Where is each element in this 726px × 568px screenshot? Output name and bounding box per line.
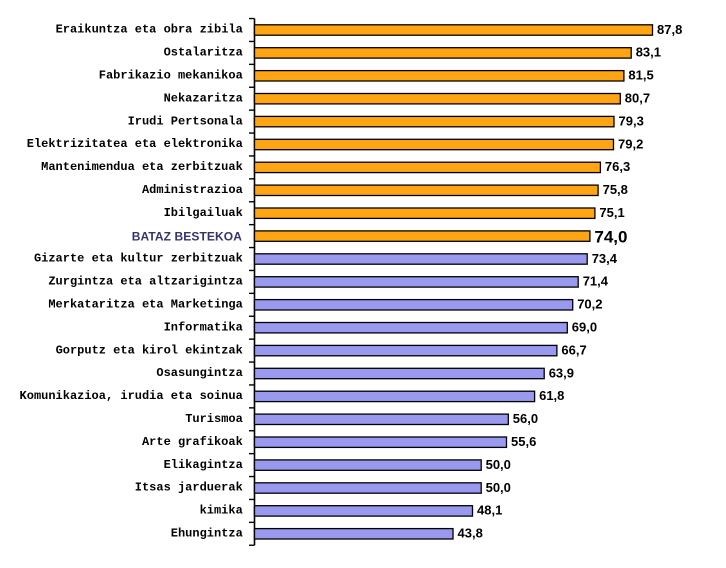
svg-text:Komunikazioa, irudia eta soinu: Komunikazioa, irudia eta soinua <box>20 389 243 403</box>
svg-text:Zurgintza eta altzarigintza: Zurgintza eta altzarigintza <box>48 275 242 289</box>
svg-text:66,7: 66,7 <box>561 342 586 357</box>
svg-text:75,8: 75,8 <box>603 182 628 197</box>
svg-text:Fabrikazio mekanikoa: Fabrikazio mekanikoa <box>99 69 243 83</box>
svg-text:79,2: 79,2 <box>618 136 643 151</box>
svg-text:48,1: 48,1 <box>477 503 502 518</box>
svg-text:61,8: 61,8 <box>539 388 564 403</box>
svg-text:Nekazaritza: Nekazaritza <box>164 91 243 105</box>
svg-text:kimika: kimika <box>200 504 243 518</box>
svg-text:Turismoa: Turismoa <box>185 412 243 426</box>
svg-text:56,0: 56,0 <box>513 411 538 426</box>
svg-text:69,0: 69,0 <box>572 320 597 335</box>
svg-text:BATAZ BESTEKOA: BATAZ BESTEKOA <box>132 230 243 244</box>
svg-text:Ostalaritza: Ostalaritza <box>164 46 243 60</box>
svg-text:71,4: 71,4 <box>583 274 609 289</box>
svg-text:Merkataritza eta Marketinga: Merkataritza eta Marketinga <box>48 298 242 312</box>
svg-text:Ibilgailuak: Ibilgailuak <box>164 206 243 220</box>
svg-text:70,2: 70,2 <box>577 297 602 312</box>
svg-text:50,0: 50,0 <box>486 480 511 495</box>
svg-text:87,8: 87,8 <box>657 22 682 37</box>
svg-text:63,9: 63,9 <box>549 365 574 380</box>
svg-text:81,5: 81,5 <box>628 68 653 83</box>
svg-text:Osasungintza: Osasungintza <box>156 366 242 380</box>
svg-text:73,4: 73,4 <box>592 251 618 266</box>
svg-text:Gizarte eta kultur zerbitzuak: Gizarte eta kultur zerbitzuak <box>34 252 243 266</box>
svg-text:75,1: 75,1 <box>599 205 624 220</box>
svg-text:Administrazioa: Administrazioa <box>142 183 243 197</box>
svg-text:Eraikuntza eta obra zibila: Eraikuntza eta obra zibila <box>56 23 243 37</box>
svg-text:Gorputz eta kirol ekintzak: Gorputz eta kirol ekintzak <box>56 343 243 357</box>
svg-text:Irudi Pertsonala: Irudi Pertsonala <box>128 114 243 128</box>
svg-text:50,0: 50,0 <box>486 457 511 472</box>
svg-text:Ehungintza: Ehungintza <box>171 527 243 541</box>
svg-text:55,6: 55,6 <box>511 434 536 449</box>
svg-text:Mantenimendua eta zerbitzuak: Mantenimendua eta zerbitzuak <box>41 160 243 174</box>
svg-text:43,8: 43,8 <box>458 526 483 541</box>
svg-text:Arte grafikoak: Arte grafikoak <box>142 435 243 449</box>
svg-text:74,0: 74,0 <box>594 228 627 247</box>
svg-text:83,1: 83,1 <box>636 45 661 60</box>
svg-text:79,3: 79,3 <box>619 113 644 128</box>
svg-text:Itsas jarduerak: Itsas jarduerak <box>135 481 243 495</box>
svg-text:Elikagintza: Elikagintza <box>164 458 243 472</box>
svg-text:Elektrizitatea eta elektronika: Elektrizitatea eta elektronika <box>27 137 243 151</box>
svg-text:80,7: 80,7 <box>625 91 650 106</box>
svg-text:Informatika: Informatika <box>164 320 243 334</box>
svg-text:76,3: 76,3 <box>605 159 630 174</box>
